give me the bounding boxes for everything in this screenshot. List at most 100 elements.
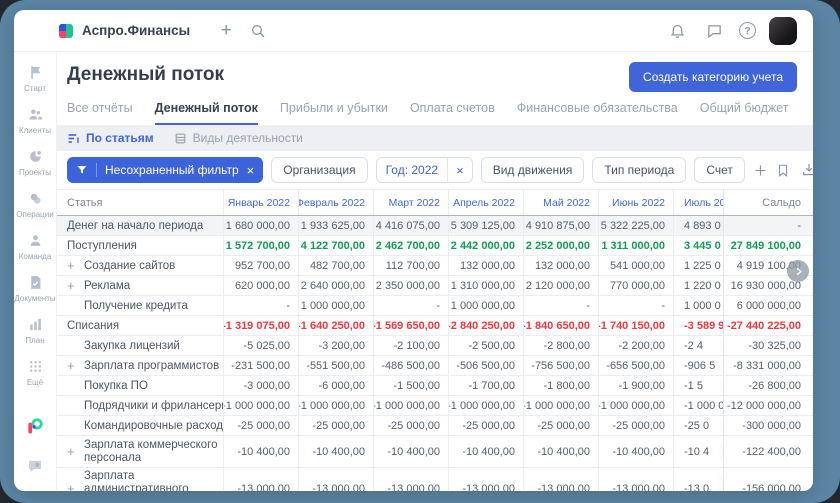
article-column-header: Статья (67, 196, 103, 209)
filter-chip[interactable]: Организация (271, 157, 368, 183)
brand[interactable]: Аспро.Финансы (58, 23, 190, 39)
report-tab[interactable]: Прибыли и убытки (279, 101, 388, 115)
chat-bubble-icon[interactable] (26, 457, 44, 480)
create-category-button[interactable]: Создать категорию учета (629, 62, 797, 92)
month-column-header[interactable]: Апрель 2022 (448, 190, 523, 215)
report-tab[interactable]: Финансовые обязательства (516, 101, 678, 115)
sidebar-item-plan[interactable]: План (14, 316, 57, 345)
filter-chip[interactable]: Счет (694, 157, 745, 183)
saldo-value-cell: -122 400,00 (723, 436, 813, 467)
article-label-cell: Получение кредита (57, 296, 223, 315)
table-row: Командировочные расходы -25 000,00 -25 00… (57, 416, 813, 436)
add-filter-icon[interactable] (753, 159, 768, 181)
remove-year-filter-icon[interactable]: × (456, 162, 464, 178)
projects-icon (27, 148, 44, 165)
report-tab[interactable]: Денежный поток (154, 101, 258, 125)
unsaved-filter-chip[interactable]: Несохраненный фильтр × (67, 157, 264, 183)
month-value-cell: 132 000,00 (448, 256, 523, 275)
month-value-cell: 4 910 875,00 (523, 216, 598, 235)
month-value-cell: 2 252 000,00 (523, 236, 598, 255)
bookmark-icon[interactable] (776, 159, 790, 181)
scroll-right-button[interactable] (787, 260, 809, 282)
search-icon[interactable] (246, 19, 270, 43)
report-tab[interactable]: Общий бюджет (699, 101, 789, 115)
month-value-cell: 2 442 000,00 (448, 236, 523, 255)
report-tab[interactable]: Оплата счетов (409, 101, 495, 115)
sidebar-item-label: Проекты (18, 168, 52, 177)
help-icon[interactable]: ? (739, 22, 756, 39)
expand-row-button[interactable]: + (67, 481, 75, 491)
subtab-label: Виды деятельности (192, 131, 303, 145)
article-label-cell: Списания (57, 316, 223, 335)
article-label-cell: Поступления (57, 236, 223, 255)
month-value-cell: -10 400,00 (598, 436, 673, 467)
july-value-cell-clipped: 1 225 0 (673, 256, 723, 275)
bell-icon[interactable] (665, 19, 689, 43)
month-value-cell: -25 000,00 (598, 416, 673, 435)
table-row: + Зарплата коммерческого персонала -10 40… (57, 436, 813, 468)
month-value-cell: -1 740 150,00 (598, 316, 673, 335)
month-value-cell: -25 000,00 (448, 416, 523, 435)
expand-row-button[interactable]: + (67, 278, 75, 293)
user-avatar[interactable] (769, 16, 797, 45)
month-column-header[interactable]: Март 2022 (373, 190, 448, 215)
sidebar-item-label: План (25, 336, 45, 345)
plan-icon (27, 316, 44, 333)
months-viewport: -1 319 075,00 -1 640 250,00 -1 569 650,00-… (223, 316, 723, 335)
sidebar-item-operations[interactable]: Операции (14, 190, 57, 219)
report-tab[interactable]: Все отчёты (67, 101, 133, 115)
month-column-header[interactable]: Июль 20 (673, 190, 723, 215)
month-value-cell: 5 322 225,00 (598, 216, 673, 235)
expand-row-button[interactable]: + (67, 444, 75, 459)
month-value-cell: - (523, 296, 598, 315)
month-value-cell: -486 500,00 (373, 356, 448, 375)
month-column-header[interactable]: Май 2022 (523, 190, 598, 215)
subtab[interactable]: По статьям (67, 131, 154, 145)
expand-row-button[interactable]: + (67, 258, 75, 273)
sidebar-item-projects[interactable]: Проекты (14, 148, 57, 177)
month-value-cell: 1 680 000,00 (223, 216, 298, 235)
month-value-cell: -10 400,00 (223, 436, 298, 467)
expand-row-button[interactable]: + (67, 358, 75, 373)
article-label: Зарплата коммерческого персонала (84, 439, 218, 464)
remove-filter-icon[interactable]: × (246, 162, 255, 178)
sidebar-item-documents[interactable]: Документы (14, 274, 57, 303)
download-icon[interactable] (798, 159, 813, 181)
article-label-cell: + Зарплата коммерческого персонала (57, 436, 223, 467)
article-label-cell: + Создание сайтов (57, 256, 223, 275)
filter-funnel-icon (77, 166, 87, 174)
sidebar-item-clients[interactable]: Клиенты (14, 106, 57, 135)
saldo-value-cell: -8 331 000,00 (723, 356, 813, 375)
month-value-cell: 2 640 000,00 (298, 276, 373, 295)
months-viewport: 1 680 000,00 1 933 625,00 4 416 075,00 5 30… (223, 216, 723, 235)
sidebar-item-start[interactable]: Старт (14, 64, 57, 93)
month-value-cell: -1 000 000,00 (523, 396, 598, 415)
year-filter-chip[interactable]: Год: 2022 × (375, 157, 473, 183)
add-global-button[interactable]: + (220, 19, 232, 41)
month-column-header[interactable]: Январь 2022 (223, 190, 298, 215)
article-label: Поступления (67, 239, 137, 252)
table-row: Покупка ПО -3 000,00 -6 000,00 -1 500,00 -1… (57, 376, 813, 396)
table-row: + Реклама 620 000,00 2 640 000,00 2 350 000… (57, 276, 813, 296)
chat-icon[interactable] (702, 19, 726, 43)
month-value-cell: 1 572 700,00 (223, 236, 298, 255)
month-value-cell: -5 025,00 (223, 336, 298, 355)
month-column-header[interactable]: Февраль 2022 (298, 190, 373, 215)
table-row: Получение кредита -1 000 000,00-1 000 00… (57, 296, 813, 316)
month-value-cell: -13 000,00 (448, 468, 523, 491)
month-value-cell: 2 350 000,00 (373, 276, 448, 295)
saldo-value-cell: -156 000,00 (723, 468, 813, 491)
subtab-label: По статьям (86, 131, 154, 145)
aspro-color-logo[interactable] (25, 416, 45, 441)
july-value-cell-clipped: 1 000 0 (673, 296, 723, 315)
sidebar-item-more[interactable]: Ещё (14, 358, 57, 387)
month-column-header[interactable]: Июнь 2022 (598, 190, 673, 215)
sidebar-item-label: Старт (24, 84, 46, 93)
filter-chip[interactable]: Тип периода (592, 157, 687, 183)
sidebar-item-team[interactable]: Команда (14, 232, 57, 261)
subtab[interactable]: Виды деятельности (174, 131, 303, 145)
filter-chip[interactable]: Вид движения (480, 157, 585, 183)
table-row: Денег на начало периода 1 680 000,00 1 93… (57, 216, 813, 236)
month-value-cell: 1 311 000,00 (598, 236, 673, 255)
